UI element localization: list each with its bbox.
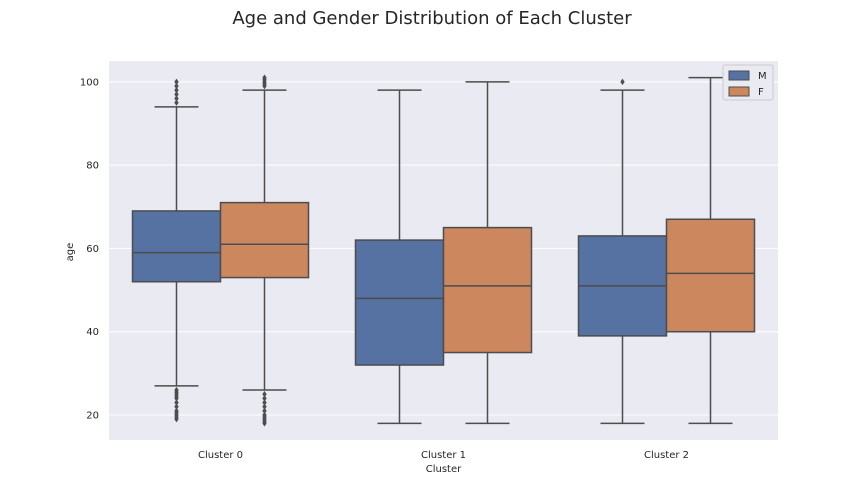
box-M-1 — [354, 89, 445, 425]
box-F-0 — [219, 74, 310, 427]
legend-label: M — [758, 71, 767, 82]
outlier-point — [174, 386, 179, 394]
box-body — [665, 218, 756, 333]
outlier-point — [174, 95, 179, 102]
outlier-point — [262, 390, 267, 398]
y-tick-label: 60 — [86, 244, 99, 255]
x-axis-label: Cluster — [426, 464, 462, 475]
x-tick-label: Cluster 1 — [421, 450, 466, 461]
outlier-point — [174, 399, 179, 406]
x-tick-label: Cluster 2 — [644, 450, 689, 461]
box-body — [442, 226, 533, 354]
chart-title: Age and Gender Distribution of Each Clus… — [232, 8, 632, 29]
outlier-point — [174, 407, 179, 415]
box-groups — [131, 74, 756, 427]
outlier-point — [174, 82, 179, 90]
box-M-0 — [131, 78, 222, 423]
y-tick-labels: 20 40 60 80 100 — [80, 77, 99, 421]
outlier-point — [620, 78, 625, 86]
outlier-point — [174, 78, 179, 86]
outlier-point — [262, 395, 267, 402]
legend-swatch — [728, 86, 750, 97]
outlier-point — [262, 411, 267, 419]
y-tick-label: 40 — [86, 327, 99, 338]
legend: MF — [722, 64, 774, 101]
legend-swatch — [728, 70, 750, 81]
box-body — [219, 201, 310, 279]
x-tick-labels: Cluster 0 Cluster 1 Cluster 2 — [198, 450, 689, 461]
box-body — [354, 239, 445, 366]
y-tick-label: 20 — [86, 411, 99, 422]
y-tick-label: 100 — [80, 77, 99, 88]
box-body — [131, 210, 222, 283]
outlier-point — [174, 99, 179, 106]
outlier-point — [262, 399, 267, 406]
outlier-point — [262, 403, 267, 410]
y-tick-label: 80 — [86, 161, 99, 172]
legend-label: F — [758, 87, 764, 98]
outlier-point — [174, 91, 179, 98]
outlier-point — [174, 403, 179, 410]
box-F-1 — [442, 81, 533, 425]
outlier-point — [174, 86, 179, 94]
x-tick-label: Cluster 0 — [198, 450, 243, 461]
outlier-point — [262, 407, 267, 415]
box-M-2 — [577, 78, 668, 425]
y-axis-label: age — [65, 243, 76, 262]
outlier-point — [262, 74, 267, 81]
